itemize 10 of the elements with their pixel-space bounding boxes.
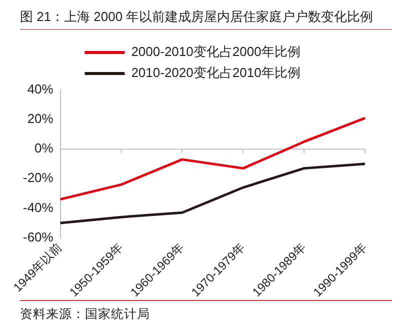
chart-title: 图 21：上海 2000 年以前建成房屋内居住家庭户户数变化比例 xyxy=(20,8,392,30)
y-tick-label: 40% xyxy=(27,82,54,97)
y-tick-label: 20% xyxy=(27,111,54,126)
legend-label: 2010-2020变化占2010年比例 xyxy=(131,65,300,80)
y-tick-label: -20% xyxy=(22,170,54,186)
y-tick-label: -40% xyxy=(22,200,54,215)
legend-label: 2000-2010变化占2000年比例 xyxy=(131,44,300,60)
y-tick-label: -60% xyxy=(22,229,54,244)
text: 资料来源：国家统计局 xyxy=(20,306,151,323)
y-tick-label: 0% xyxy=(34,140,54,156)
